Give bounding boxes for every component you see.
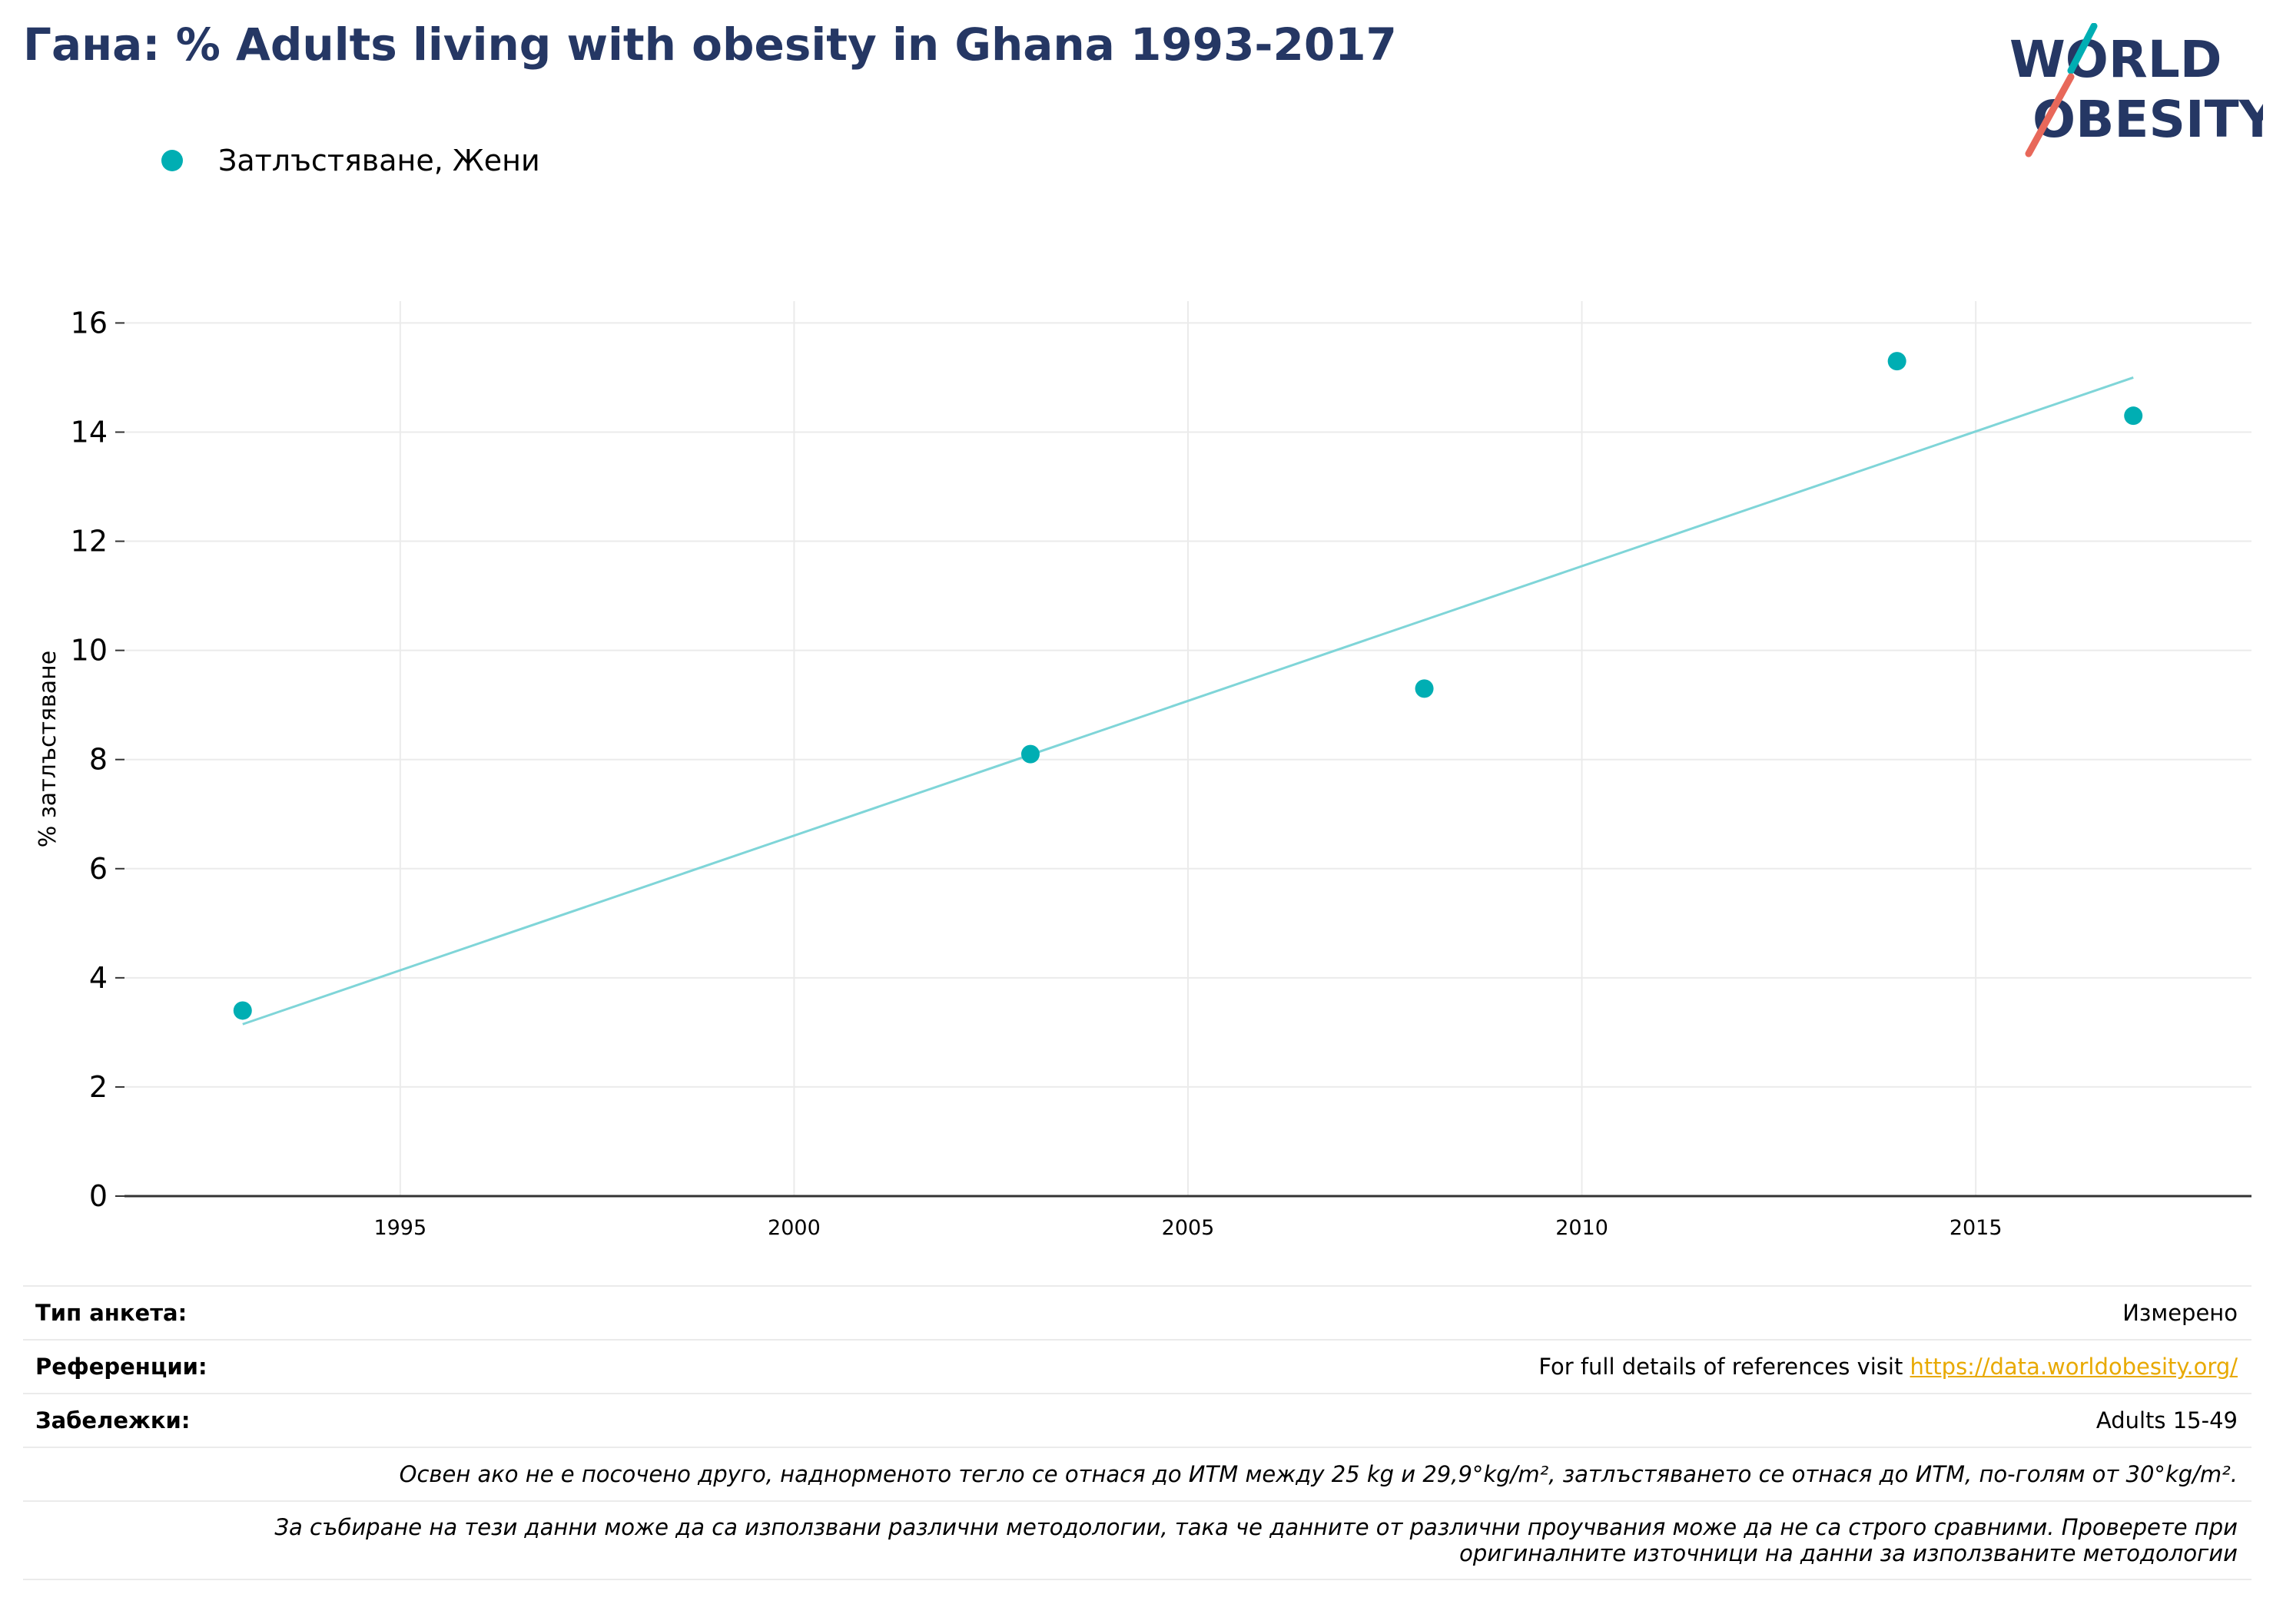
info-table-bottom-border xyxy=(23,1579,2251,1580)
definition-note: Освен ако не е посочено друго, наднормен… xyxy=(399,1461,2238,1487)
info-row-methodology: За събиране на тези данни може да са изп… xyxy=(23,1500,2251,1579)
x-tick-label: 2015 xyxy=(1949,1216,2003,1240)
info-row-notes: Забележки: Adults 15-49 xyxy=(23,1393,2251,1447)
trendline-layer xyxy=(242,376,2134,1026)
x-tick-label: 1995 xyxy=(373,1216,426,1240)
info-row-definition: Освен ако не е посочено друго, наднормен… xyxy=(23,1447,2251,1500)
y-axis-label: % затлъстяване xyxy=(35,651,61,847)
grid-lines xyxy=(124,301,2251,1196)
info-row-references: Референции: For full details of referenc… xyxy=(23,1339,2251,1393)
y-tick-label: 10 xyxy=(71,634,108,668)
world-obesity-logo: WORLD OBESITY xyxy=(2009,23,2263,157)
y-tick-label: 12 xyxy=(71,525,108,558)
references-value: For full details of references visit htt… xyxy=(1538,1354,2238,1380)
methodology-note-line-1: За събиране на тези данни може да са изп… xyxy=(274,1514,2238,1540)
references-link[interactable]: https://data.worldobesity.org/ xyxy=(1910,1354,2238,1380)
x-tick-label: 2000 xyxy=(768,1216,821,1240)
logo-slash-red-icon xyxy=(2025,73,2075,157)
methodology-note-line-2: оригиналните източници на данни за изпол… xyxy=(1459,1540,2238,1566)
x-tick-label: 2005 xyxy=(1162,1216,1215,1240)
scatter-chart: 0 2 4 6 8 10 12 14 16 1995 2000 2005 2010 2015 % затл… xyxy=(35,301,2251,1240)
survey-type-value: Измерено xyxy=(2122,1300,2238,1326)
survey-type-label: Тип анкета: xyxy=(35,1300,187,1326)
legend-marker-icon xyxy=(161,150,183,171)
notes-label: Забележки: xyxy=(35,1407,191,1433)
trendline xyxy=(242,376,2134,1026)
references-text: For full details of references visit xyxy=(1538,1354,1910,1380)
data-point[interactable] xyxy=(1415,679,1434,698)
y-tick-label: 2 xyxy=(89,1070,108,1104)
data-points xyxy=(233,352,2143,1020)
data-point[interactable] xyxy=(1020,744,1040,764)
logo-slash-teal-icon xyxy=(2067,23,2098,75)
info-row-survey-type: Тип анкета: Измерено xyxy=(23,1285,2251,1339)
y-tick-label: 14 xyxy=(71,415,108,449)
info-table: Тип анкета: Измерено Референции: For ful… xyxy=(23,1285,2251,1580)
references-label: Референции: xyxy=(35,1354,207,1380)
y-tick-label: 0 xyxy=(89,1179,108,1213)
data-point[interactable] xyxy=(233,1001,252,1020)
methodology-note: За събиране на тези данни може да са изп… xyxy=(274,1514,2238,1566)
y-tick-label: 4 xyxy=(89,961,108,995)
y-tick-label: 8 xyxy=(89,743,108,777)
y-tick-label: 16 xyxy=(71,306,108,340)
data-point[interactable] xyxy=(2124,406,2143,426)
data-point[interactable] xyxy=(1887,352,1906,371)
y-tick-label: 6 xyxy=(89,852,108,886)
x-tick-label: 2010 xyxy=(1555,1216,1608,1240)
page-title: Гана: % Adults living with obesity in Gh… xyxy=(23,18,1397,71)
legend-label: Затлъстяване, Жени xyxy=(218,144,540,177)
notes-value: Adults 15-49 xyxy=(2095,1407,2238,1433)
logo-line-1: WORLD xyxy=(2009,30,2222,89)
chart-legend[interactable]: Затлъстяване, Жени xyxy=(161,141,540,180)
axes: 0 2 4 6 8 10 12 14 16 1995 2000 2005 2010 2015 xyxy=(71,306,2251,1240)
logo-line-2: OBESITY xyxy=(2032,90,2263,149)
